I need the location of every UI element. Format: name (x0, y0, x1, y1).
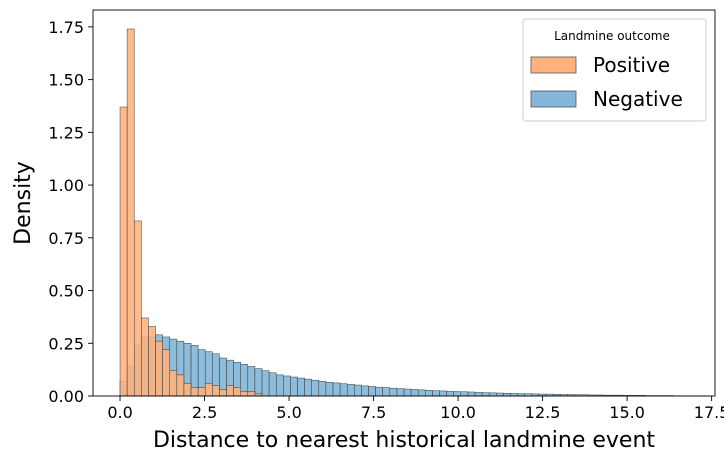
bar-negative-21 (268, 372, 277, 397)
bar-negative-43 (425, 390, 433, 397)
y-tick-label: 0.50 (48, 282, 84, 301)
bar-negative-48 (460, 391, 469, 397)
legend-label-negative: Negative (593, 87, 683, 111)
y-tick-label: 0.00 (48, 387, 84, 406)
bar-negative-25 (297, 377, 305, 397)
bar-negative-46 (446, 391, 454, 397)
y-tick-label: 1.75 (48, 18, 84, 37)
bar-negative-22 (275, 374, 284, 397)
x-axis-label: Distance to nearest historical landmine … (153, 428, 655, 453)
plot-frame (92, 9, 716, 397)
bar-positive-1 (126, 28, 135, 397)
bar-positive-12 (204, 383, 213, 397)
y-tick-label: 1.25 (48, 123, 84, 142)
bar-negative-35 (368, 386, 376, 397)
bar-negative-24 (290, 376, 298, 397)
bar-negative-29 (325, 382, 334, 397)
bar-positive-5 (155, 340, 163, 397)
bar-positive-9 (183, 383, 192, 397)
bar-negative-17 (240, 364, 249, 397)
bar-negative-23 (283, 375, 291, 397)
legend: Landmine outcome Positive Negative (522, 18, 707, 122)
bar-positive-3 (141, 317, 149, 397)
bar-negative-26 (304, 378, 312, 397)
bar-positive-10 (190, 387, 199, 397)
legend-label-positive: Positive (593, 53, 670, 77)
x-tick-label: 15.0 (609, 403, 645, 422)
x-tick-label: 0.0 (107, 403, 132, 422)
bar-negative-49 (467, 391, 476, 397)
x-tick-label: 17.5 (694, 403, 724, 422)
bar-negative-44 (432, 390, 440, 397)
bar-positive-8 (176, 374, 185, 397)
bar-positive-18 (247, 391, 256, 397)
x-tick-label: 10.0 (440, 403, 476, 422)
y-axis-label: Density (11, 161, 36, 245)
bar-negative-19 (254, 368, 263, 397)
bar-negative-27 (311, 379, 320, 397)
bar-positive-6 (162, 349, 170, 397)
bar-negative-37 (382, 387, 391, 397)
bar-negative-47 (453, 391, 462, 397)
bar-negative-31 (339, 383, 348, 397)
bar-negative-38 (389, 387, 398, 397)
bar-negative-41 (410, 389, 419, 397)
x-tick-label: 7.5 (361, 403, 386, 422)
bar-positive-15 (226, 385, 234, 397)
y-tick-label: 1.50 (48, 71, 84, 90)
legend-swatch-positive (530, 56, 577, 74)
y-tick-label: 0.75 (48, 229, 84, 248)
bar-negative-40 (403, 388, 412, 397)
y-tick-label: 0.25 (48, 334, 84, 353)
bar-negative-34 (361, 385, 369, 397)
ticks-layer: 0.0 2.5 5.0 7.5 10.0 12.5 15.0 17.5 0.00 0.25 0.50… (48, 18, 724, 422)
legend-swatch-negative (530, 90, 577, 108)
bar-positive-17 (240, 391, 249, 397)
bar-negative-32 (346, 384, 355, 397)
bar-positive-14 (219, 389, 227, 397)
bar-negative-28 (318, 380, 327, 397)
bar-negative-30 (332, 382, 341, 397)
bar-positive-0 (119, 106, 128, 397)
bar-positive-4 (148, 326, 156, 397)
bar-negative-39 (396, 388, 405, 397)
x-tick-label: 12.5 (525, 403, 561, 422)
bars-layer (119, 28, 710, 397)
bar-negative-51 (481, 392, 490, 397)
bar-negative-42 (417, 389, 426, 397)
bar-negative-45 (439, 390, 447, 397)
legend-title: Landmine outcome (554, 29, 670, 43)
bar-negative-36 (375, 386, 383, 397)
bar-positive-7 (169, 370, 178, 397)
bar-negative-33 (354, 384, 362, 397)
bar-positive-11 (197, 387, 206, 397)
x-tick-label: 2.5 (192, 403, 217, 422)
x-tick-label: 5.0 (276, 403, 301, 422)
bar-positive-2 (133, 220, 142, 397)
y-tick-label: 1.00 (48, 176, 84, 195)
bar-positive-13 (212, 385, 220, 397)
bar-positive-16 (233, 387, 241, 397)
bar-negative-50 (474, 392, 483, 397)
bar-negative-52 (488, 392, 497, 397)
bar-negative-20 (261, 370, 270, 397)
